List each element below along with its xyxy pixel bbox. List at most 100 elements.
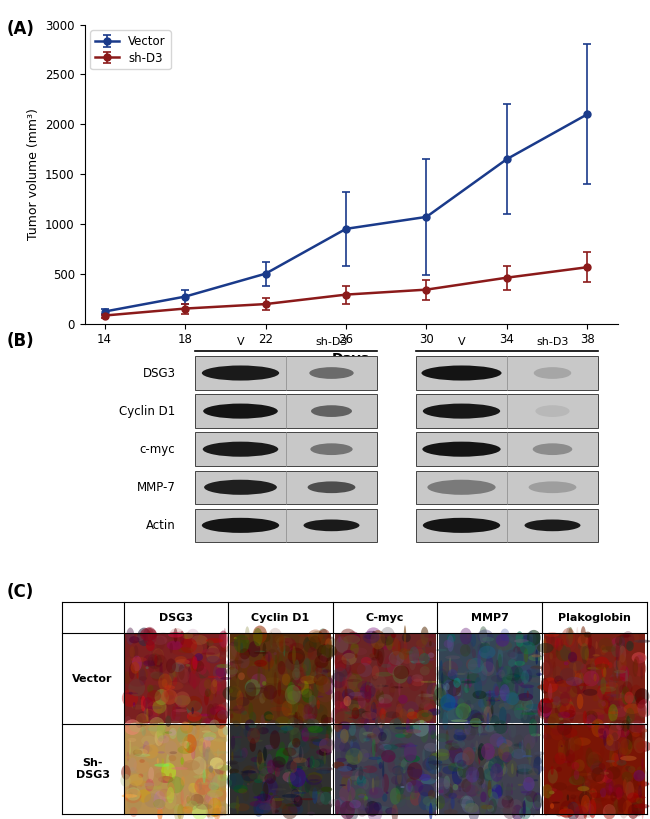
Ellipse shape [549,790,554,794]
Ellipse shape [287,717,300,735]
Ellipse shape [421,691,426,703]
Ellipse shape [138,774,143,778]
Ellipse shape [148,654,162,669]
Ellipse shape [139,676,147,681]
Ellipse shape [191,655,197,674]
Ellipse shape [341,775,353,776]
Ellipse shape [481,805,493,809]
Ellipse shape [454,732,471,735]
Ellipse shape [428,480,496,495]
Ellipse shape [290,768,306,787]
Ellipse shape [137,790,151,803]
Ellipse shape [129,792,133,798]
Ellipse shape [586,787,596,805]
Ellipse shape [616,685,619,699]
Ellipse shape [148,767,154,781]
Ellipse shape [262,800,268,803]
Ellipse shape [589,796,593,798]
Ellipse shape [620,659,626,674]
Ellipse shape [514,704,525,719]
Ellipse shape [546,690,555,702]
Ellipse shape [496,659,499,672]
Ellipse shape [485,690,499,698]
Ellipse shape [552,802,560,803]
Ellipse shape [207,790,223,798]
Ellipse shape [174,714,181,717]
Ellipse shape [629,721,645,733]
Ellipse shape [435,776,444,783]
Ellipse shape [628,718,632,722]
Ellipse shape [278,680,281,696]
Ellipse shape [440,695,456,711]
Ellipse shape [190,642,203,655]
Ellipse shape [382,761,384,780]
Ellipse shape [444,809,458,815]
Ellipse shape [580,627,586,645]
Ellipse shape [182,742,187,746]
Ellipse shape [340,729,349,744]
Ellipse shape [574,770,579,780]
Ellipse shape [322,645,332,658]
Ellipse shape [478,665,488,681]
Ellipse shape [590,785,592,804]
Ellipse shape [241,711,247,715]
Ellipse shape [139,759,145,762]
Ellipse shape [299,776,302,794]
Ellipse shape [382,728,391,744]
Ellipse shape [298,703,300,705]
Ellipse shape [240,710,250,729]
Ellipse shape [128,758,137,771]
Ellipse shape [614,799,618,815]
Ellipse shape [478,644,484,654]
Ellipse shape [439,660,443,679]
Ellipse shape [370,743,384,757]
Ellipse shape [491,675,504,682]
Ellipse shape [625,691,634,704]
Ellipse shape [269,649,276,653]
Ellipse shape [481,649,487,658]
Ellipse shape [364,718,370,731]
Ellipse shape [620,648,623,665]
Bar [416,432,598,466]
Ellipse shape [257,774,268,781]
Ellipse shape [343,650,355,659]
Ellipse shape [586,663,596,672]
Bar [439,634,540,723]
Ellipse shape [172,790,177,803]
Ellipse shape [147,767,162,787]
Ellipse shape [316,662,318,676]
Ellipse shape [636,785,640,794]
Ellipse shape [281,810,293,815]
Ellipse shape [287,713,297,715]
Ellipse shape [299,746,302,760]
Ellipse shape [372,675,377,681]
Ellipse shape [603,731,606,746]
Ellipse shape [366,699,379,704]
Ellipse shape [521,713,536,715]
Ellipse shape [174,638,179,647]
Ellipse shape [372,665,379,679]
Ellipse shape [348,704,361,710]
Ellipse shape [291,727,301,745]
Ellipse shape [525,791,538,802]
Ellipse shape [170,751,177,754]
Ellipse shape [161,762,176,782]
Bar [416,395,598,428]
Ellipse shape [410,790,421,806]
Ellipse shape [187,700,202,717]
Ellipse shape [569,803,582,812]
Ellipse shape [630,801,645,812]
Ellipse shape [183,806,193,813]
Ellipse shape [493,760,506,777]
Ellipse shape [120,774,131,787]
Ellipse shape [558,678,561,684]
Ellipse shape [510,651,517,659]
Ellipse shape [198,788,205,797]
Ellipse shape [602,695,614,703]
Ellipse shape [242,649,251,652]
Ellipse shape [270,707,287,712]
Ellipse shape [519,807,531,819]
Ellipse shape [247,783,250,785]
Ellipse shape [511,783,513,795]
Ellipse shape [448,673,453,686]
